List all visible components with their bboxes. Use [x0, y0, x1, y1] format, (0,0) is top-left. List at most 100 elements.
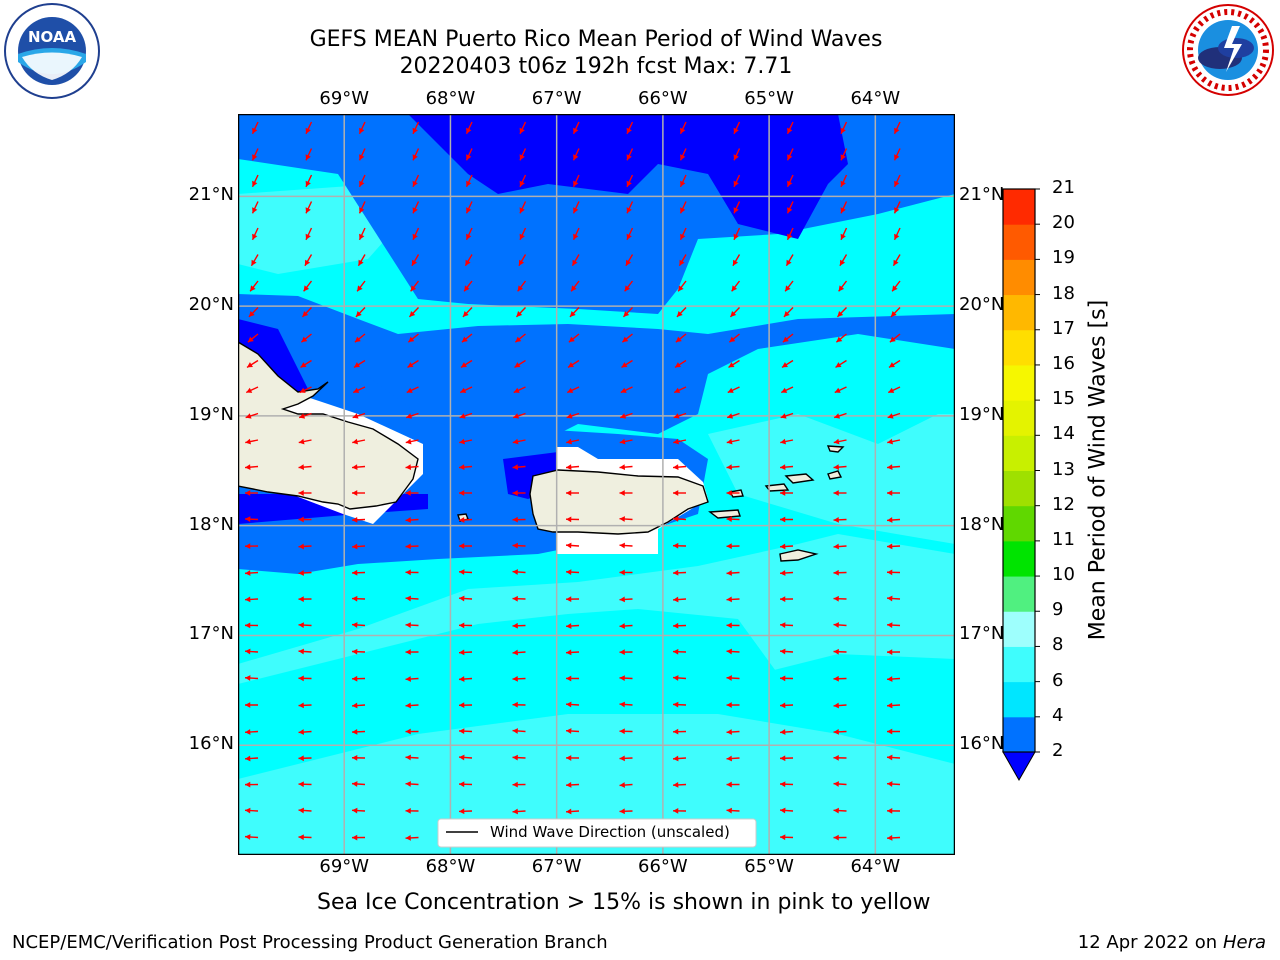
- noaa-logo: NOAA: [4, 3, 100, 99]
- wind-arrow: [886, 517, 901, 523]
- colorbar-segment: [1003, 540, 1035, 577]
- wind-arrow: [465, 121, 473, 135]
- wind-arrow: [463, 280, 473, 292]
- colorbar-segment: [1003, 611, 1035, 647]
- wind-arrow: [672, 675, 687, 681]
- wind-arrow: [566, 438, 580, 445]
- wind-arrow: [565, 569, 580, 575]
- wind-arrow: [886, 702, 901, 709]
- wind-arrow: [726, 702, 740, 708]
- wind-arrow: [519, 201, 527, 214]
- wind-arrow: [352, 412, 366, 419]
- wind-arrow: [779, 596, 794, 602]
- wind-arrow: [519, 148, 527, 161]
- wind-arrow: [247, 333, 259, 343]
- wind-arrow: [566, 490, 579, 496]
- lon-label-top: 64°W: [850, 88, 901, 109]
- land-island: [784, 473, 815, 484]
- wind-arrow: [835, 359, 847, 369]
- wind-arrow: [565, 701, 580, 708]
- wind-arrow: [244, 729, 259, 735]
- footer-date-text: 12 Apr 2022 on: [1077, 932, 1223, 953]
- wind-arrow: [622, 307, 634, 318]
- wind-arrow: [833, 754, 847, 761]
- wind-arrow: [358, 148, 366, 161]
- wind-arrow: [244, 570, 259, 576]
- wind-arrow: [565, 542, 580, 549]
- map-subtitle: 20220403 t06z 192h fcst Max: 7.71: [399, 54, 793, 79]
- wind-arrow: [727, 386, 740, 394]
- wind-arrow: [244, 755, 259, 762]
- wind-arrow: [672, 808, 687, 814]
- wind-arrow: [785, 254, 794, 267]
- wind-arrow: [886, 808, 901, 814]
- wind-arrow: [619, 755, 633, 762]
- wind-arrow: [298, 438, 312, 445]
- wind-arrow: [458, 464, 473, 470]
- wind-arrow: [405, 464, 419, 470]
- wind-arrow: [566, 412, 580, 419]
- wind-arrow: [733, 227, 741, 241]
- wind-arrow: [568, 333, 580, 343]
- lon-label-bottom: 69°W: [319, 856, 370, 877]
- wind-arrow: [405, 490, 419, 496]
- wind-arrow: [619, 728, 633, 735]
- wind-arrow: [244, 622, 259, 629]
- wind-arrow: [570, 280, 580, 292]
- wind-arrow: [565, 782, 580, 788]
- wind-arrow: [305, 227, 313, 241]
- wind-arrow: [512, 542, 526, 549]
- wind-arrow: [512, 412, 526, 419]
- wind-arrow: [840, 148, 848, 161]
- lat-label-left: 20°N: [188, 294, 234, 316]
- wind-arrow: [248, 307, 259, 318]
- wind-arrow: [726, 438, 740, 445]
- wind-arrow: [305, 121, 313, 135]
- wind-arrow: [726, 464, 740, 470]
- wind-arrow: [512, 701, 526, 708]
- wind-arrow: [679, 174, 687, 188]
- wind-arrow: [888, 359, 901, 369]
- wind-arrow: [251, 174, 259, 188]
- map-frame: [238, 114, 955, 855]
- wind-arrow: [675, 333, 687, 343]
- wind-arrow: [405, 754, 419, 761]
- wind-arrow: [887, 386, 901, 394]
- wind-arrow: [458, 517, 473, 523]
- wind-arrow: [565, 808, 580, 815]
- wind-arrow: [246, 359, 259, 369]
- wind-arrow: [249, 280, 259, 292]
- wind-arrow: [352, 386, 366, 394]
- lon-label-bottom: 66°W: [638, 856, 688, 877]
- wind-arrow: [244, 596, 259, 603]
- wind-arrow: [673, 490, 686, 496]
- wind-arrow: [412, 201, 420, 214]
- wind-arrow: [352, 490, 365, 496]
- wind-arrow: [833, 595, 847, 602]
- wind-arrow: [678, 254, 687, 267]
- wind-arrow: [354, 333, 366, 343]
- wind-arrow: [351, 702, 366, 709]
- wind-arrow: [833, 543, 847, 550]
- wind-arrow: [351, 516, 366, 523]
- wind-arrow: [407, 333, 419, 343]
- wind-arrow: [784, 280, 794, 292]
- wind-arrow: [726, 648, 740, 655]
- wind-arrow: [840, 201, 848, 214]
- wind-arrow: [298, 464, 312, 470]
- lon-label-bottom: 68°W: [425, 856, 476, 877]
- colorbar-segment: [1003, 400, 1035, 436]
- wind-arrow: [887, 490, 900, 496]
- wind-arrow: [412, 174, 420, 188]
- wind-arrow: [673, 412, 687, 419]
- wind-arrow: [351, 543, 366, 550]
- wind-arrow: [840, 121, 848, 135]
- wind-arrow: [619, 623, 633, 629]
- wind-arrow: [673, 386, 687, 394]
- wind-arrow: [836, 307, 848, 318]
- wind-arrow: [619, 542, 633, 549]
- wind-arrow: [672, 728, 687, 735]
- wind-arrow: [565, 755, 580, 761]
- wind-arrow: [465, 148, 473, 161]
- lat-label-right: 21°N: [959, 184, 1005, 206]
